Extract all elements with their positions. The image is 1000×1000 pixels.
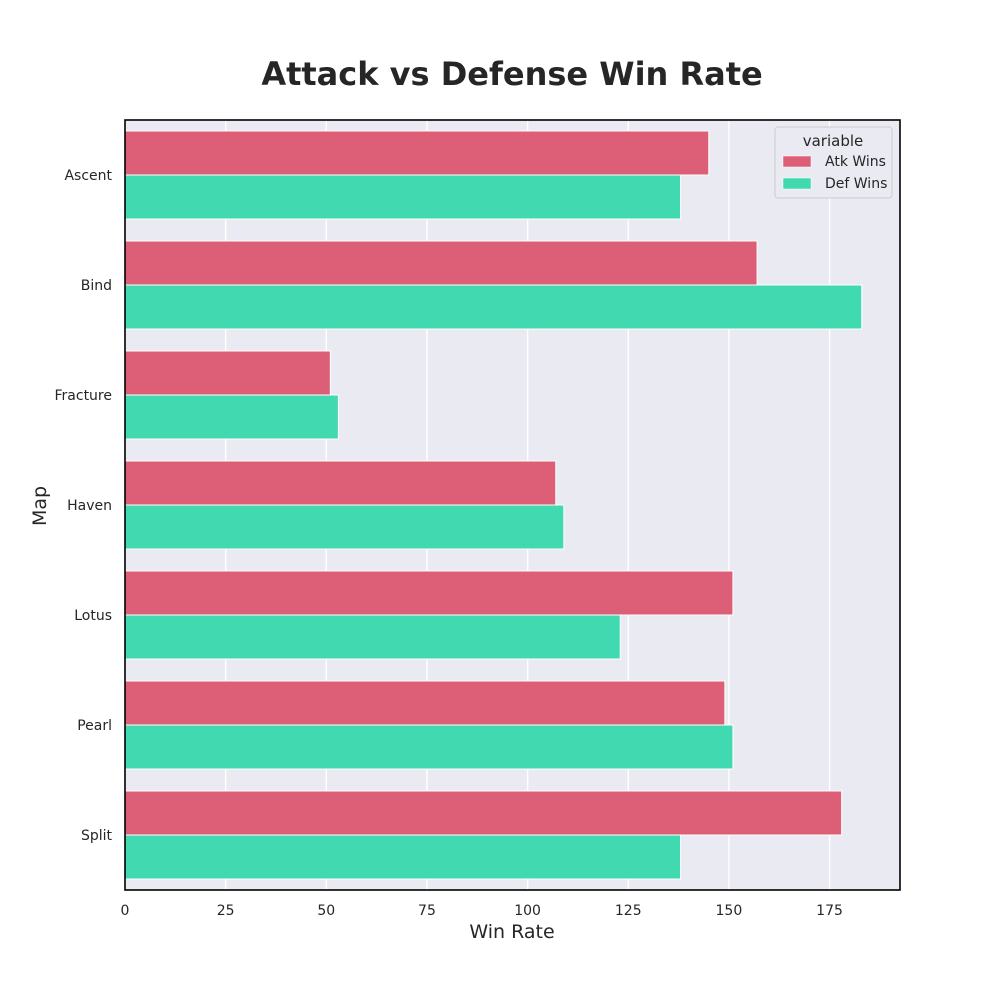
bar-def-wins-split — [124, 834, 682, 880]
bar-atk-wins-bind — [124, 240, 758, 286]
x-tick-label: 175 — [816, 903, 843, 919]
bar-atk-wins-lotus — [124, 570, 734, 616]
bar-def-wins-bind — [124, 284, 863, 330]
y-tick-label: Fracture — [55, 388, 113, 404]
y-tick-label: Pearl — [77, 718, 112, 734]
chart-title: Attack vs Defense Win Rate — [261, 55, 762, 93]
legend-swatch-atk — [782, 155, 812, 168]
bar-atk-wins-haven — [124, 460, 557, 506]
bar-atk-wins-ascent — [124, 130, 710, 176]
x-tick-label: 150 — [716, 903, 743, 919]
x-tick-label: 75 — [418, 903, 436, 919]
legend-title: variable — [803, 132, 864, 150]
y-tick-label: Split — [81, 828, 113, 844]
legend-label-atk: Atk Wins — [825, 154, 886, 170]
bar-def-wins-haven — [124, 504, 565, 550]
bar-def-wins-lotus — [124, 614, 621, 660]
y-tick-label: Haven — [67, 498, 112, 514]
x-tick-label: 50 — [317, 903, 335, 919]
bar-def-wins-ascent — [124, 174, 682, 220]
bar-def-wins-pearl — [124, 724, 734, 770]
y-axis-label: Map — [29, 486, 51, 526]
legend-swatch-def — [782, 177, 812, 190]
plot-frame — [124, 119, 901, 891]
legend: variable Atk Wins Def Wins — [774, 126, 893, 199]
x-tick-label: 0 — [121, 903, 130, 919]
legend-label-def: Def Wins — [825, 176, 887, 192]
y-tick-label: Ascent — [64, 168, 112, 184]
x-tick-labels: 0 25 50 75 100 125 150 175 — [121, 903, 843, 919]
bar-def-wins-fracture — [124, 394, 339, 440]
y-tick-label: Lotus — [74, 608, 112, 624]
bar-atk-wins-fracture — [124, 350, 331, 396]
y-tick-labels: Ascent Bind Fracture Haven Lotus Pearl Split — [55, 168, 113, 844]
x-axis-label: Win Rate — [469, 921, 554, 943]
y-tick-label: Bind — [81, 278, 112, 294]
x-tick-label: 25 — [217, 903, 235, 919]
bar-atk-wins-split — [124, 790, 843, 836]
x-tick-label: 100 — [514, 903, 541, 919]
bar-atk-wins-pearl — [124, 680, 726, 726]
x-tick-label: 125 — [615, 903, 642, 919]
